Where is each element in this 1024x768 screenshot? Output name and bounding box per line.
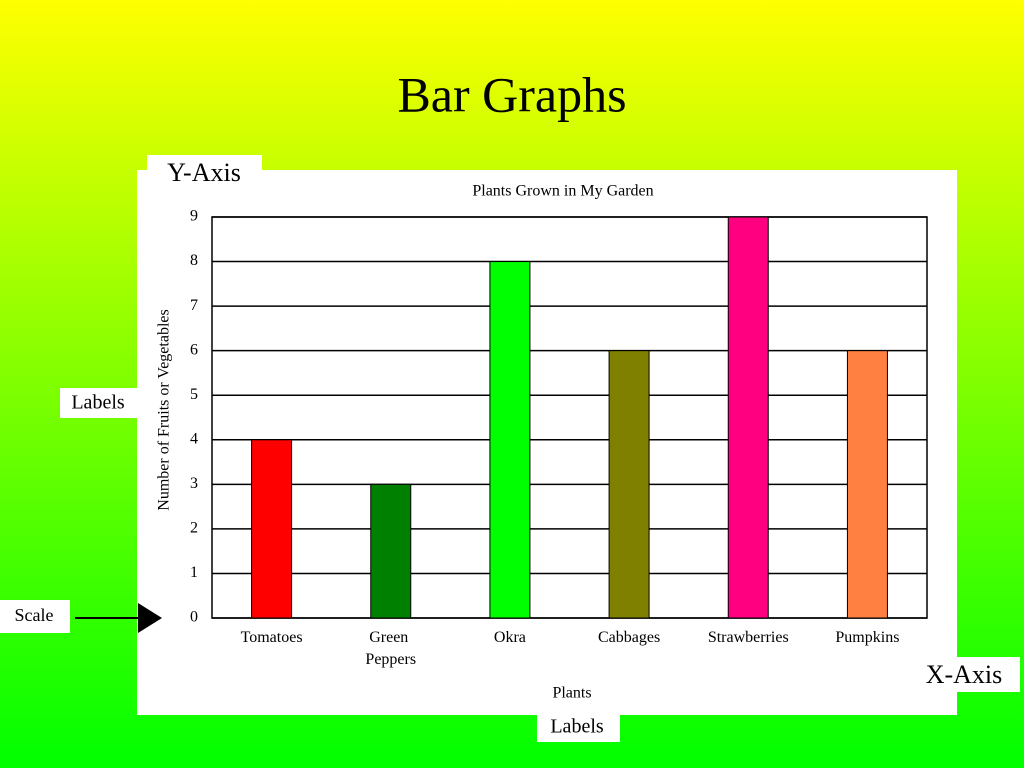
x-tick-label-line: Green [369,629,412,646]
x-tick-label-line: Okra [494,629,526,646]
annotation-box [537,712,620,742]
bar [251,439,293,619]
y-axis-label: Number of Fruits or Vegetables [156,309,173,510]
x-tick-label: Cabbages [598,629,660,646]
x-tick-label: Okra [494,629,526,646]
y-tick-label: 5 [190,386,198,403]
bar [370,483,412,619]
y-tick-label: 1 [190,564,198,581]
y-tick-label: 8 [190,252,198,269]
chart-title: Plants Grown in My Garden [472,183,653,200]
x-tick-label-line: Cabbages [598,629,660,646]
annotation: Labels [71,392,125,414]
bar [608,350,650,619]
annotation-box [60,388,137,418]
y-tick-label: 6 [190,341,198,358]
bar [846,350,888,619]
y-tick-label: 0 [190,609,198,626]
x-tick-label: Strawberries [708,629,789,646]
bar [727,216,769,619]
x-tick-label: Tomatoes [241,629,303,646]
y-tick-label: 2 [190,520,198,537]
x-tick-label: Pumpkins [835,629,899,646]
x-tick-label-line: Peppers [365,651,416,668]
slide-title: Bar Graphs [397,66,626,122]
x-axis-label: Plants [552,685,591,702]
x-tick-label-line: Strawberries [708,629,789,646]
y-tick-label: 3 [190,475,198,492]
x-tick-label: Green Peppers [365,629,416,668]
annotation: Scale [15,605,54,625]
y-tick-label: 4 [190,430,198,447]
x-tick-label-line: Pumpkins [835,629,899,646]
bar [489,261,531,619]
y-tick-label: 7 [190,297,198,314]
plot-border [211,216,928,619]
annotation-box [147,155,262,190]
x-tick-label-line: Tomatoes [241,629,303,646]
y-tick-label: 9 [190,208,198,225]
arrow-head [138,603,162,633]
annotation: X-Axis [926,660,1003,689]
annotation-box [0,600,70,633]
annotation-box [912,657,1020,692]
annotation: Labels [550,716,604,738]
annotation: Y-Axis [167,158,241,187]
